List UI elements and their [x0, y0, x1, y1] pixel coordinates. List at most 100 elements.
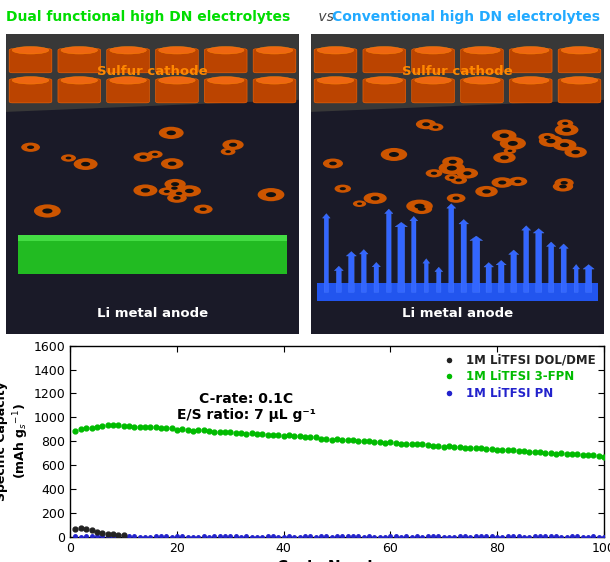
Ellipse shape	[512, 76, 549, 84]
Circle shape	[449, 176, 454, 179]
Circle shape	[498, 180, 506, 184]
Circle shape	[199, 207, 207, 211]
Circle shape	[508, 149, 512, 152]
Y-axis label: Specific Capacity
(mAh g$_s$$^{-1}$): Specific Capacity (mAh g$_s$$^{-1}$)	[0, 381, 30, 501]
Circle shape	[500, 133, 509, 138]
Circle shape	[544, 135, 551, 139]
Ellipse shape	[12, 47, 49, 54]
Circle shape	[168, 162, 176, 166]
Circle shape	[152, 153, 158, 156]
Circle shape	[266, 192, 276, 197]
Circle shape	[171, 187, 178, 190]
Circle shape	[161, 158, 184, 169]
Circle shape	[514, 180, 522, 183]
Circle shape	[185, 189, 194, 193]
Circle shape	[411, 204, 432, 214]
Circle shape	[171, 182, 179, 186]
Circle shape	[504, 148, 516, 154]
Circle shape	[21, 143, 40, 152]
Circle shape	[428, 123, 443, 131]
Circle shape	[500, 137, 526, 150]
Circle shape	[167, 130, 176, 135]
Circle shape	[509, 177, 527, 186]
Polygon shape	[6, 34, 299, 112]
Circle shape	[141, 188, 150, 193]
Ellipse shape	[12, 76, 49, 84]
Circle shape	[483, 189, 491, 193]
Circle shape	[416, 119, 436, 129]
Ellipse shape	[61, 76, 98, 84]
Circle shape	[221, 148, 235, 155]
Circle shape	[389, 152, 399, 157]
FancyBboxPatch shape	[509, 49, 552, 73]
Circle shape	[572, 150, 580, 154]
Circle shape	[447, 193, 465, 203]
Text: Conventional high DN electrolytes: Conventional high DN electrolytes	[332, 10, 600, 24]
FancyBboxPatch shape	[253, 79, 296, 103]
FancyBboxPatch shape	[412, 49, 454, 73]
Circle shape	[547, 139, 556, 143]
FancyBboxPatch shape	[156, 49, 198, 73]
Ellipse shape	[207, 76, 244, 84]
Circle shape	[557, 119, 573, 128]
Circle shape	[66, 157, 71, 160]
Circle shape	[42, 209, 52, 214]
Circle shape	[500, 156, 509, 160]
Circle shape	[447, 166, 457, 171]
Ellipse shape	[464, 76, 500, 84]
FancyBboxPatch shape	[412, 79, 454, 103]
FancyArrow shape	[509, 250, 518, 292]
FancyBboxPatch shape	[253, 49, 296, 73]
Ellipse shape	[207, 47, 244, 54]
Circle shape	[140, 155, 147, 159]
Circle shape	[457, 168, 478, 179]
FancyArrow shape	[395, 222, 407, 292]
Polygon shape	[311, 34, 604, 112]
FancyArrow shape	[359, 250, 368, 292]
Circle shape	[229, 143, 237, 147]
FancyBboxPatch shape	[363, 79, 406, 103]
Circle shape	[422, 123, 430, 126]
Circle shape	[432, 126, 439, 129]
Circle shape	[553, 139, 576, 151]
FancyBboxPatch shape	[461, 49, 503, 73]
Circle shape	[323, 158, 343, 169]
Circle shape	[167, 193, 187, 203]
FancyBboxPatch shape	[58, 79, 101, 103]
Circle shape	[194, 205, 213, 214]
X-axis label: Cycle Number: Cycle Number	[278, 560, 396, 562]
Circle shape	[334, 184, 351, 193]
FancyBboxPatch shape	[317, 283, 598, 301]
Circle shape	[464, 171, 472, 175]
Ellipse shape	[159, 47, 195, 54]
FancyBboxPatch shape	[6, 34, 299, 334]
FancyArrow shape	[346, 252, 356, 292]
FancyBboxPatch shape	[9, 79, 52, 103]
Circle shape	[453, 197, 460, 200]
Circle shape	[475, 186, 498, 197]
Circle shape	[439, 162, 465, 175]
Circle shape	[564, 147, 587, 157]
Circle shape	[81, 162, 90, 166]
Ellipse shape	[561, 47, 598, 54]
FancyArrow shape	[533, 229, 544, 292]
Circle shape	[560, 143, 569, 147]
Text: Li metal anode: Li metal anode	[97, 307, 208, 320]
FancyBboxPatch shape	[156, 79, 198, 103]
Text: Sulfur cathode: Sulfur cathode	[402, 65, 513, 78]
FancyArrow shape	[372, 262, 381, 292]
Ellipse shape	[415, 76, 451, 84]
Ellipse shape	[415, 47, 451, 54]
Circle shape	[176, 192, 182, 195]
FancyArrow shape	[423, 259, 429, 292]
Circle shape	[61, 155, 76, 162]
Circle shape	[449, 160, 457, 164]
FancyArrow shape	[459, 219, 468, 292]
Circle shape	[559, 184, 567, 188]
Text: Li metal anode: Li metal anode	[402, 307, 513, 320]
Circle shape	[508, 141, 518, 146]
Ellipse shape	[61, 47, 98, 54]
Circle shape	[178, 185, 201, 197]
Circle shape	[159, 127, 184, 139]
FancyArrow shape	[323, 214, 330, 292]
